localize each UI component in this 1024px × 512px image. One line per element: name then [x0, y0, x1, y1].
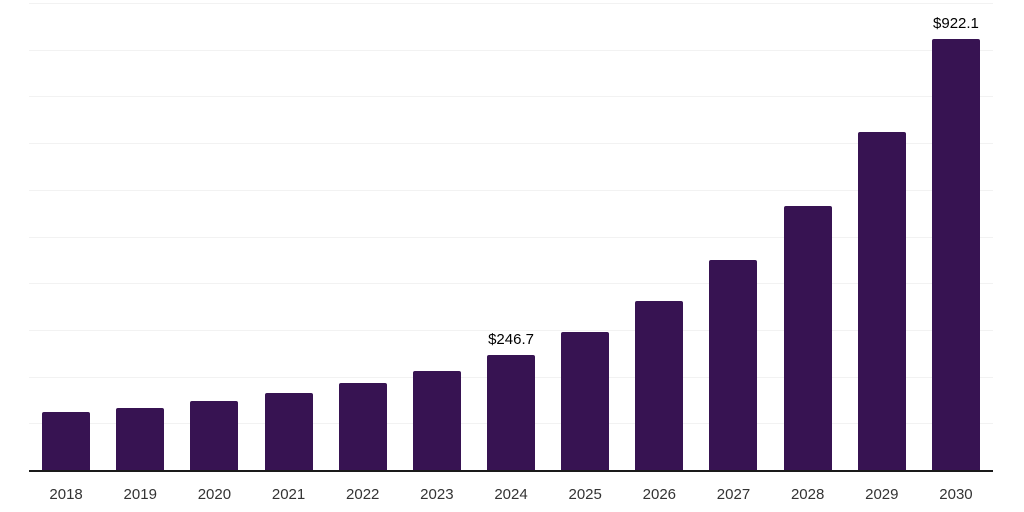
bar	[857, 131, 906, 470]
bar-cell	[326, 3, 400, 470]
x-tick-label: 2025	[568, 486, 602, 503]
bar	[783, 206, 832, 470]
bar-cell: $246.7	[474, 3, 548, 470]
bar-cell	[622, 3, 696, 470]
bar-cell	[251, 3, 325, 470]
gridline	[29, 189, 993, 191]
gridline	[29, 3, 993, 4]
bar-cell	[845, 3, 919, 470]
x-tick-label: 2030	[939, 486, 973, 503]
bar	[931, 39, 980, 470]
x-tick-label: 2026	[642, 486, 677, 503]
value-label: $922.1	[933, 15, 979, 33]
bar-cell	[177, 3, 251, 470]
bar-cell: $922.1	[919, 3, 993, 470]
bar-cell	[771, 3, 845, 470]
plot-area: $246.7 $922.1	[29, 3, 993, 472]
x-tick-label: 2023	[420, 486, 454, 503]
bars: $246.7 $922.1	[29, 3, 993, 470]
x-tick-label: 2021	[271, 486, 306, 503]
bar-cell	[548, 3, 622, 470]
x-tick-label: 2019	[123, 486, 157, 503]
bar-cell	[103, 3, 177, 470]
bar	[264, 393, 313, 470]
x-tick-label: 2027	[716, 486, 751, 503]
bar	[709, 260, 758, 470]
x-tick-label: 2024	[494, 486, 528, 503]
x-tick-label: 2022	[346, 486, 380, 503]
bar	[635, 301, 684, 470]
bar	[412, 371, 461, 470]
bar-cell	[29, 3, 103, 470]
bar	[338, 383, 387, 470]
gridline	[29, 283, 993, 285]
gridline	[29, 96, 993, 98]
bar	[42, 412, 91, 470]
bar-cell	[696, 3, 770, 470]
x-tick-label: 2029	[865, 486, 899, 503]
bar	[190, 401, 239, 470]
gridline	[29, 329, 993, 331]
x-axis-labels: 2018 2019 2020 2021 2022 2023 2024 2025 2026 2027…	[29, 486, 993, 503]
value-label: $246.7	[488, 330, 534, 348]
bar	[116, 407, 165, 470]
x-tick-label: 2018	[49, 486, 83, 503]
x-tick-label: 2020	[197, 486, 232, 503]
bar-cell	[400, 3, 474, 470]
gridline	[29, 143, 993, 145]
bar	[487, 354, 536, 470]
x-tick-label: 2028	[790, 486, 825, 503]
bar	[561, 332, 610, 470]
gridline	[29, 236, 993, 238]
gridline	[29, 49, 993, 51]
